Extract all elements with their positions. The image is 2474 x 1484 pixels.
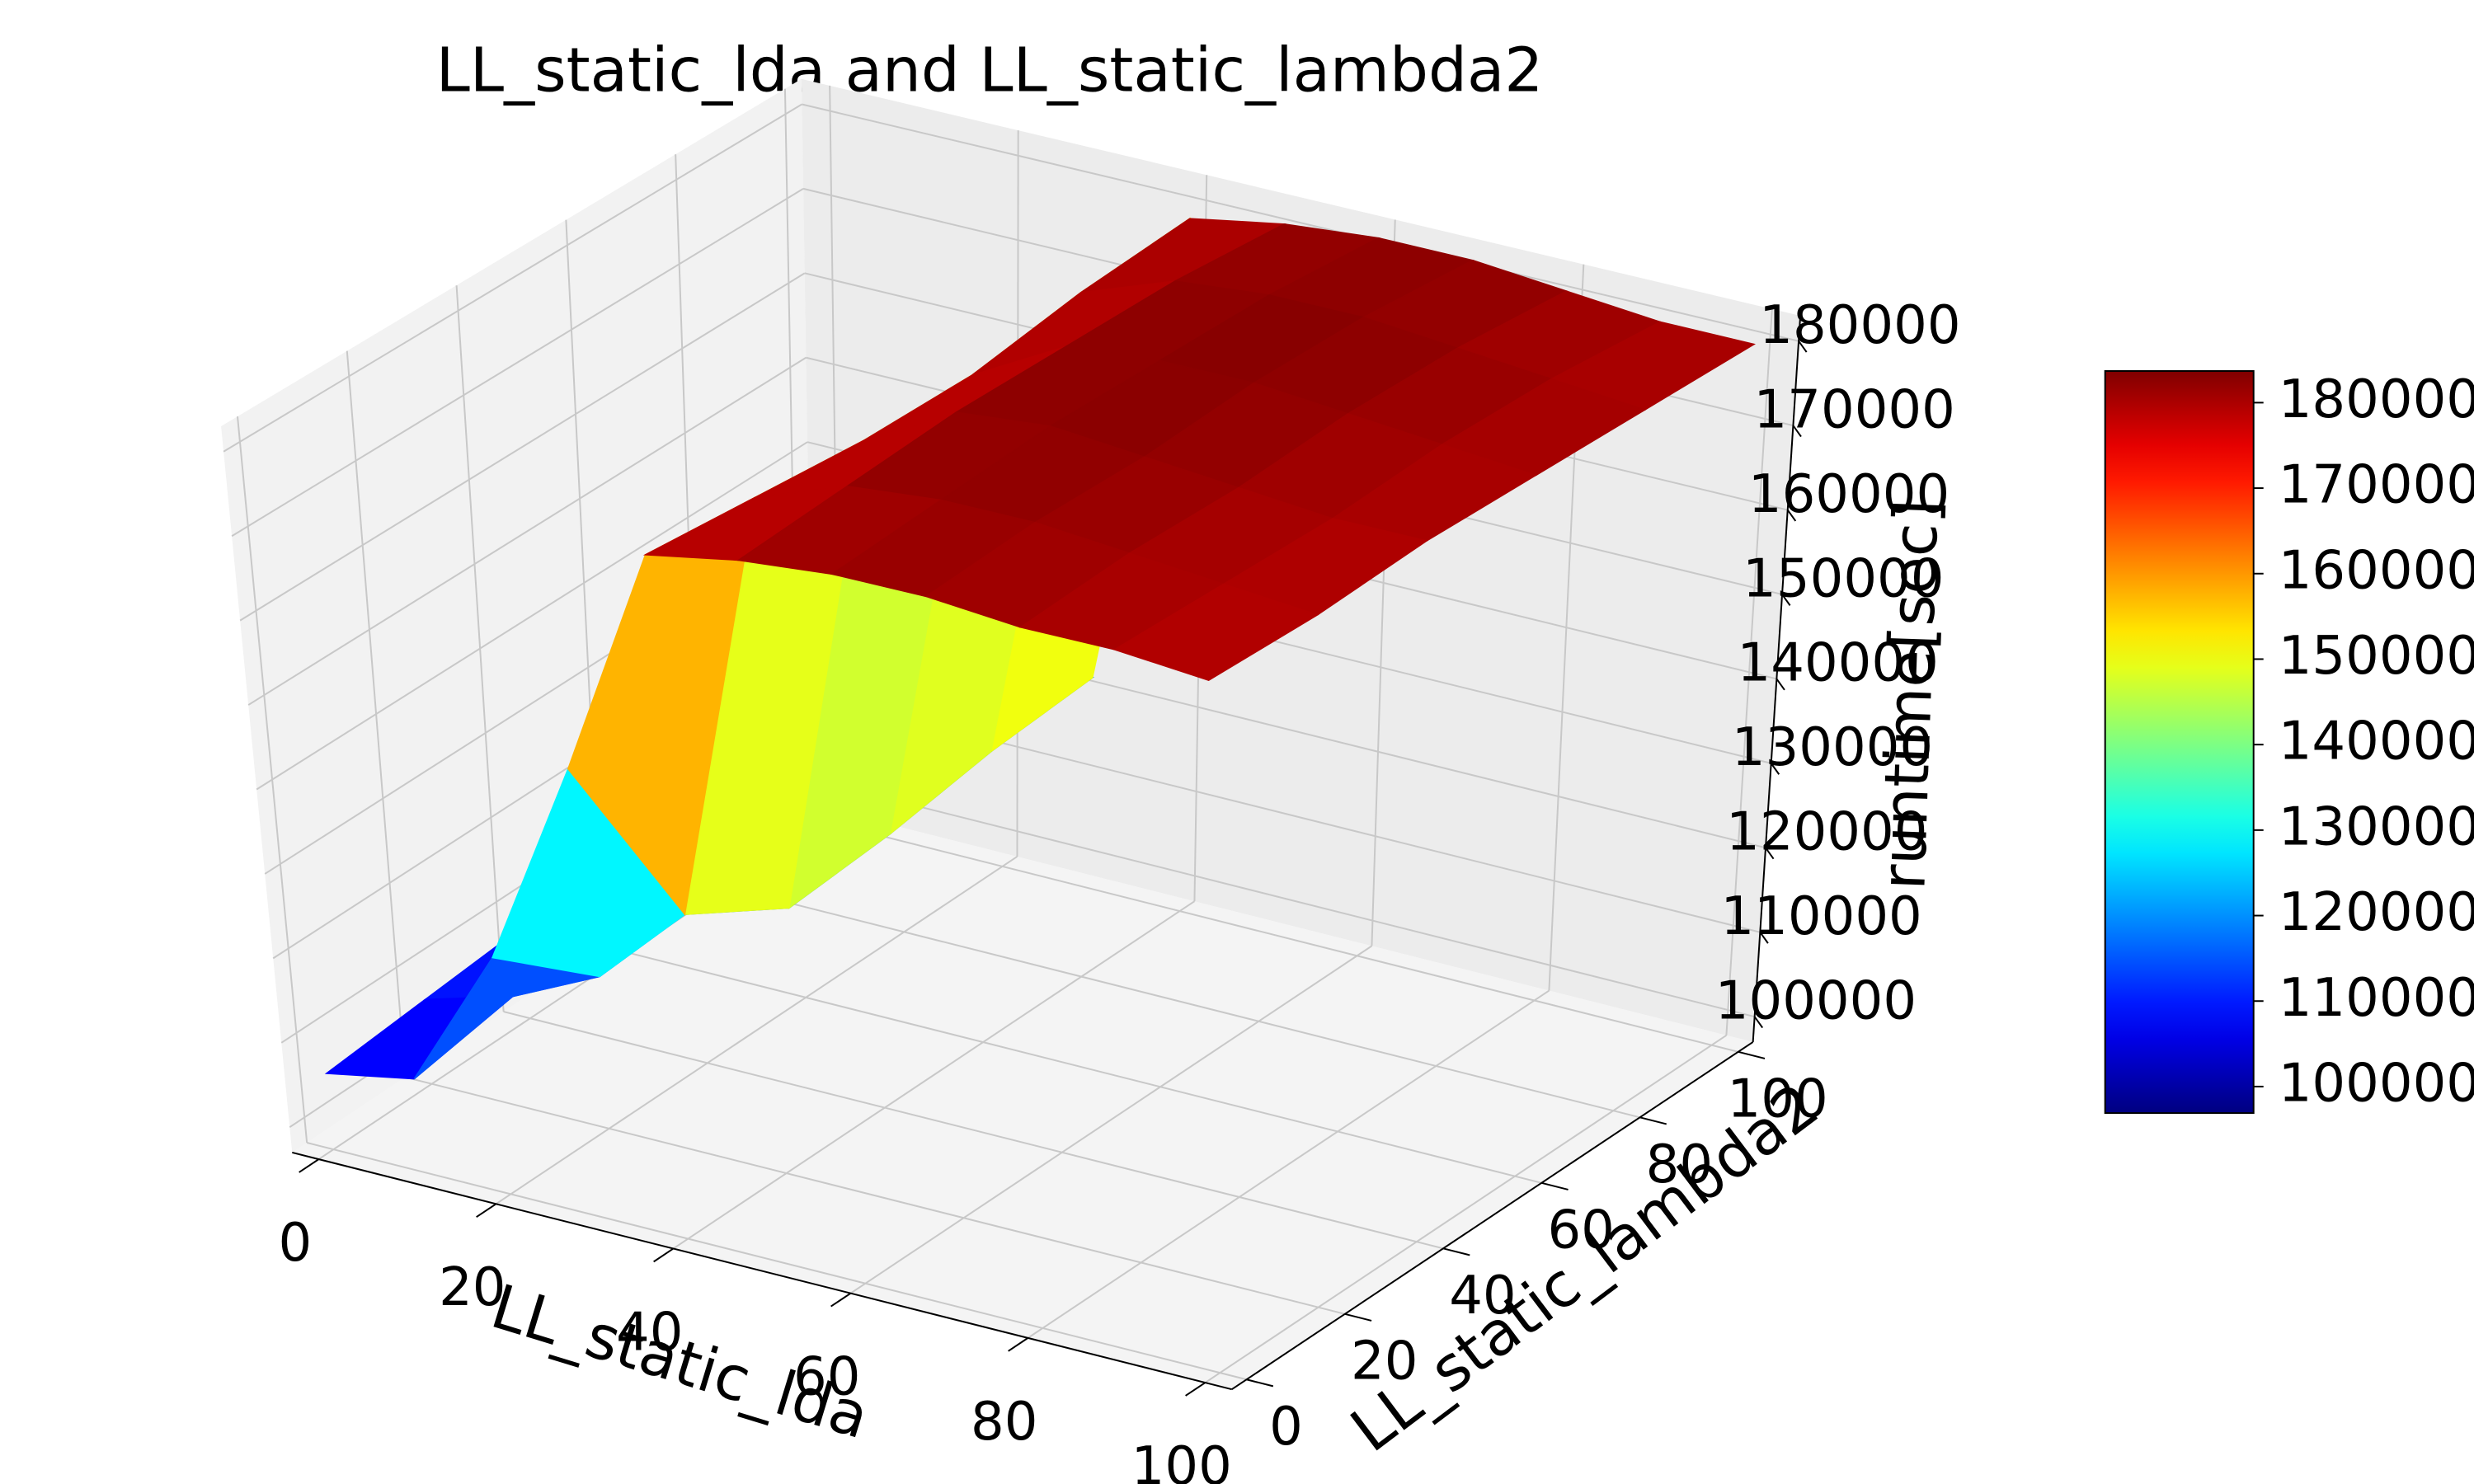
y-tick-label: 80 [1646,1134,1713,1195]
z-tick-label: 180000 [1759,295,1960,356]
colorbar-tick-label: 170000 [2279,455,2474,516]
x-tick-label: 20 [439,1257,506,1318]
colorbar-tick-label: 150000 [2279,626,2474,687]
z-tick-label: 160000 [1748,464,1950,525]
z-tick [1770,763,1780,775]
grid-line [306,1142,1247,1381]
x-tick [299,1158,320,1173]
grid-line [672,900,1195,1250]
y-tick [1442,1247,1470,1256]
colorbar-tick-label: 110000 [2279,968,2474,1029]
x-tick [1008,1337,1029,1352]
y-tick [1344,1313,1372,1322]
z-tick [1798,340,1808,353]
colorbar-tick-label: 140000 [2279,711,2474,773]
z-axis-line [1752,315,1802,1042]
x-tick-label: 0 [278,1213,312,1274]
colorbar [2104,370,2255,1115]
grid-line [223,103,802,453]
z-tick-label: 110000 [1720,886,1921,947]
z-axis-title: runtime[sec] [1868,498,1953,891]
z-tick [1792,425,1802,438]
z-tick [1781,594,1791,606]
grid-line [849,945,1372,1294]
z-tick [1786,510,1797,522]
z-tick [1776,678,1785,691]
y-tick [1738,1050,1766,1059]
colorbar-tick-label: 130000 [2279,796,2474,857]
z-tick [1765,847,1775,860]
grid-line [601,945,1542,1184]
y-tick-label: 40 [1449,1266,1516,1327]
grid-line [239,272,806,622]
grid-line [503,1011,1444,1250]
x-tick [653,1247,675,1263]
z-tick-label: 130000 [1732,717,1933,778]
x-tick [476,1203,497,1219]
grid-line [1027,989,1550,1339]
y-tick-label: 0 [1269,1397,1303,1458]
x-tick-label: 100 [1131,1436,1232,1484]
y-tick-label: 100 [1728,1069,1828,1130]
y-tick [1246,1378,1274,1388]
x-tick-label: 40 [616,1302,683,1363]
z-tick-label: 150000 [1743,548,1944,609]
y-tick [1639,1116,1667,1125]
z-tick-label: 120000 [1726,802,1927,863]
colorbar-tick-label: 180000 [2279,369,2474,430]
y-axis-line [1231,1041,1754,1391]
z-tick-label: 140000 [1738,633,1939,694]
grid-line [802,103,1799,342]
x-tick-label: 80 [971,1392,1037,1453]
grid-line [1204,1034,1727,1383]
colorbar-tick-label: 160000 [2279,540,2474,601]
floor-pane [292,805,1753,1390]
grid-line [495,856,1018,1205]
x-tick [1185,1382,1206,1397]
colorbar-tick-label: 100000 [2279,1054,2474,1115]
z-tick-label: 170000 [1754,379,1955,440]
x-axis-line [292,1151,1232,1391]
y-tick-label: 20 [1351,1331,1418,1392]
grid-line [247,356,807,706]
z-tick [1759,932,1769,944]
grid-line [812,778,1755,1018]
z-tick-label: 100000 [1715,970,1917,1031]
grid-line [798,814,1739,1053]
y-tick-label: 60 [1547,1200,1614,1261]
surface-patch [1112,583,1319,682]
x-tick-label: 60 [793,1347,860,1408]
x-tick [830,1292,852,1308]
grid-line [699,880,1640,1119]
z-tick [1753,1016,1764,1029]
grid-line [231,188,804,538]
chart-title: LL_static_lda and LL_static_lambda2 [436,35,1544,106]
grid-line [256,441,808,791]
grid-line [405,1076,1346,1315]
y-tick [1541,1181,1569,1190]
colorbar-tick-label: 120000 [2279,882,2474,943]
